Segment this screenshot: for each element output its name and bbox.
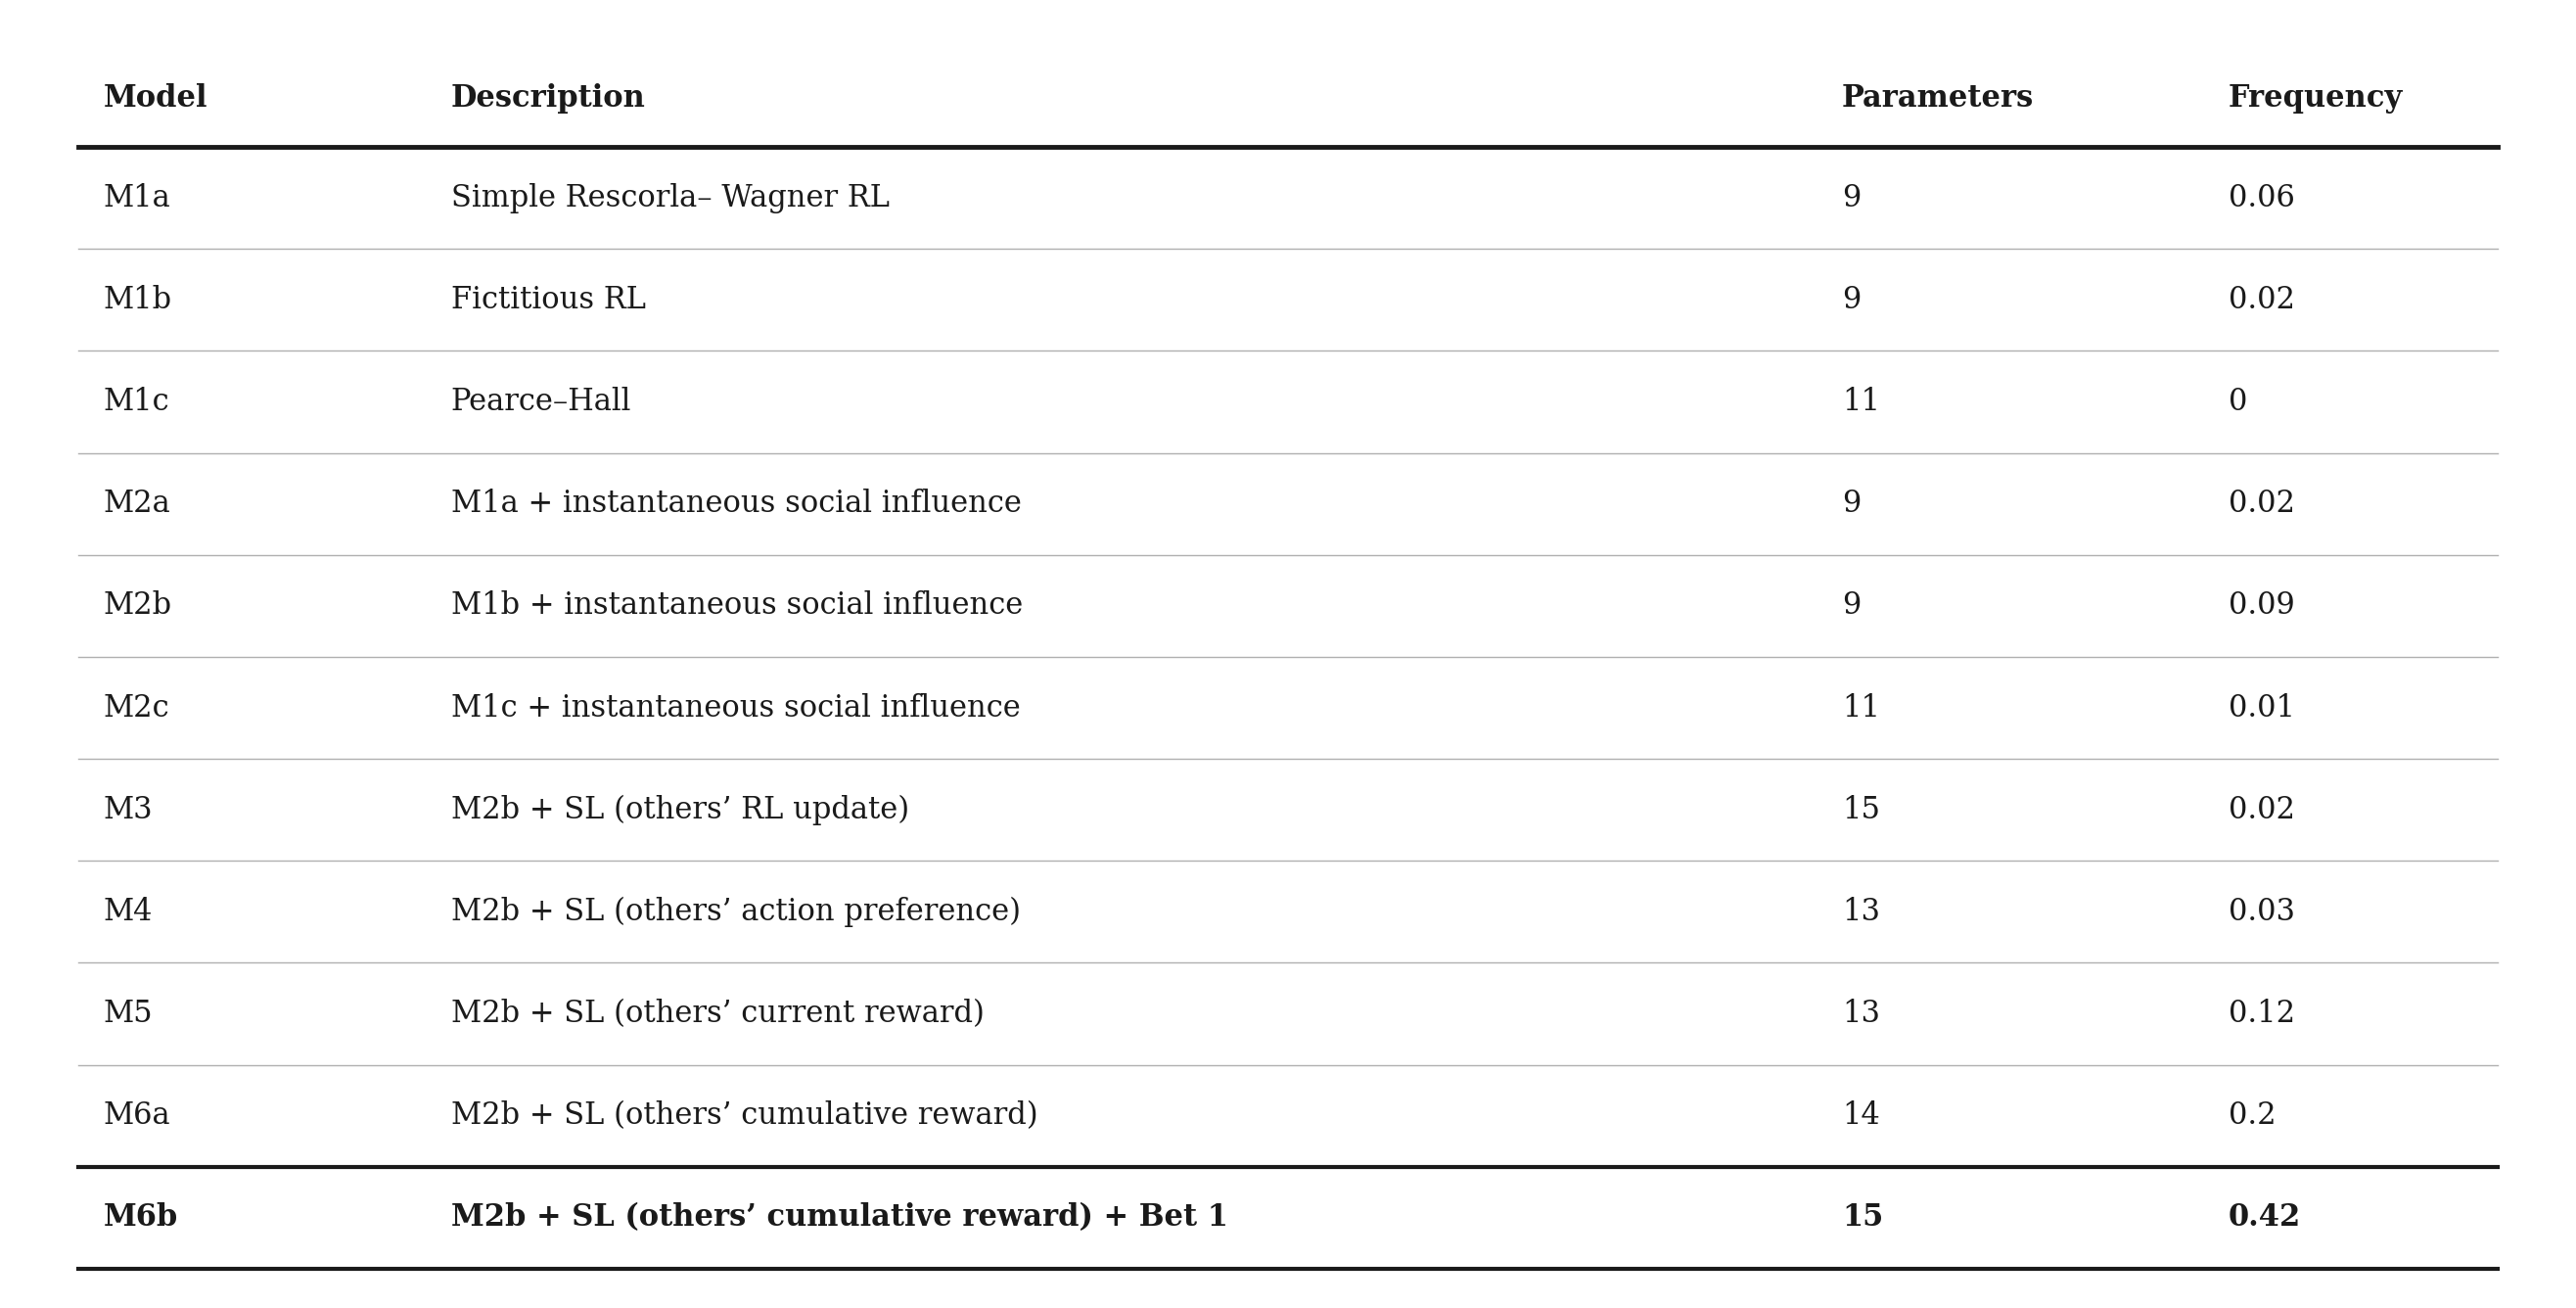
Text: 13: 13 [1842,897,1880,927]
Text: 13: 13 [1842,999,1880,1029]
Text: M2b + SL (others’ current reward): M2b + SL (others’ current reward) [451,999,984,1029]
Text: Description: Description [451,84,647,114]
Text: Parameters: Parameters [1842,84,2035,114]
Text: 0: 0 [2228,387,2246,417]
Text: M6a: M6a [103,1100,170,1131]
Text: 14: 14 [1842,1100,1880,1131]
Text: M1a: M1a [103,183,170,213]
Text: 0.2: 0.2 [2228,1100,2275,1131]
Text: 15: 15 [1842,1202,1883,1233]
Text: 9: 9 [1842,591,1860,621]
Text: M6b: M6b [103,1202,178,1233]
Text: 0.02: 0.02 [2228,489,2295,519]
Text: M2b + SL (others’ RL update): M2b + SL (others’ RL update) [451,794,909,825]
Text: 0.02: 0.02 [2228,795,2295,825]
Text: 9: 9 [1842,489,1860,519]
Text: Model: Model [103,84,206,114]
Text: M5: M5 [103,999,152,1029]
Text: 0.02: 0.02 [2228,285,2295,315]
Text: 15: 15 [1842,795,1880,825]
Text: Pearce–Hall: Pearce–Hall [451,387,631,417]
Text: M2b + SL (others’ action preference): M2b + SL (others’ action preference) [451,896,1020,927]
Text: 9: 9 [1842,183,1860,213]
Text: 0.12: 0.12 [2228,999,2295,1029]
Text: M1a + instantaneous social influence: M1a + instantaneous social influence [451,489,1020,519]
Text: 9: 9 [1842,285,1860,315]
Text: 11: 11 [1842,693,1880,723]
Text: M2c: M2c [103,693,170,723]
Text: M4: M4 [103,897,152,927]
Text: M2b: M2b [103,591,173,621]
Text: 0.42: 0.42 [2228,1202,2300,1233]
Text: M1b: M1b [103,285,173,315]
Text: 0.01: 0.01 [2228,693,2295,723]
Text: 0.03: 0.03 [2228,897,2295,927]
Text: M2b + SL (others’ cumulative reward): M2b + SL (others’ cumulative reward) [451,1100,1038,1131]
Text: M3: M3 [103,795,152,825]
Text: M2a: M2a [103,489,170,519]
Text: Simple Rescorla– Wagner RL: Simple Rescorla– Wagner RL [451,183,889,213]
Text: Frequency: Frequency [2228,84,2403,114]
Text: M1c: M1c [103,387,170,417]
Text: 0.09: 0.09 [2228,591,2295,621]
Text: Fictitious RL: Fictitious RL [451,285,647,315]
Text: 0.06: 0.06 [2228,183,2295,213]
Text: M2b + SL (others’ cumulative reward) + Bet 1: M2b + SL (others’ cumulative reward) + B… [451,1202,1229,1233]
Text: 11: 11 [1842,387,1880,417]
Text: M1c + instantaneous social influence: M1c + instantaneous social influence [451,693,1020,723]
Text: M1b + instantaneous social influence: M1b + instantaneous social influence [451,591,1023,621]
